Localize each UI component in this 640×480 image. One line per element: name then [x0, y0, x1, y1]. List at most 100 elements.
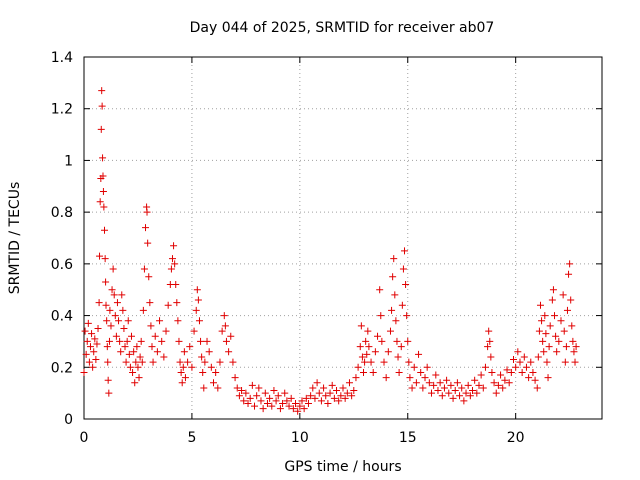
data-point [132, 358, 140, 366]
data-point [403, 312, 411, 320]
data-point [296, 402, 304, 410]
data-point [171, 260, 179, 268]
data-point [130, 348, 138, 356]
data-point [95, 299, 103, 307]
data-point [339, 384, 347, 392]
data-point [89, 363, 97, 371]
data-point [364, 327, 372, 335]
data-point [205, 348, 213, 356]
data-point [218, 327, 226, 335]
data-point [460, 397, 468, 405]
data-point [285, 402, 293, 410]
data-point [298, 397, 306, 405]
data-point [529, 368, 537, 376]
data-point [172, 281, 180, 289]
data-point [410, 363, 418, 371]
data-point [119, 306, 127, 314]
data-point [522, 363, 530, 371]
data-point [434, 387, 442, 395]
data-point [101, 255, 109, 263]
data-point [320, 384, 328, 392]
data-point [540, 348, 548, 356]
data-point [103, 317, 111, 325]
data-point [302, 394, 310, 402]
data-point [279, 399, 287, 407]
data-point [143, 208, 151, 216]
data-point [501, 376, 509, 384]
data-point [412, 379, 420, 387]
data-point [390, 255, 398, 263]
data-point [415, 350, 423, 358]
data-point [367, 358, 375, 366]
data-point [292, 399, 300, 407]
data-point [123, 337, 131, 345]
data-point [156, 317, 164, 325]
data-point [99, 187, 107, 195]
data-point [563, 306, 571, 314]
data-point [382, 374, 390, 382]
data-point [212, 368, 220, 376]
data-point [162, 327, 170, 335]
data-point [357, 322, 365, 330]
data-point [120, 325, 128, 332]
data-point [103, 343, 111, 351]
data-point [525, 374, 533, 382]
data-point [391, 291, 399, 299]
data-point [270, 387, 278, 395]
data-point [184, 358, 192, 366]
data-point [398, 301, 406, 309]
data-point [544, 374, 552, 382]
data-point [105, 389, 113, 397]
data-point [371, 348, 379, 356]
data-point [227, 332, 235, 340]
data-point [309, 384, 317, 392]
data-point [222, 337, 230, 345]
data-point [512, 363, 520, 371]
data-point [129, 368, 137, 376]
data-point [90, 348, 98, 356]
data-point [475, 381, 483, 389]
data-point [88, 330, 96, 338]
data-point [131, 379, 139, 387]
data-point [111, 312, 119, 320]
grid [84, 57, 602, 419]
data-point [238, 387, 246, 395]
y-tick-label: 1 [64, 153, 73, 169]
data-point [440, 384, 448, 392]
data-point [216, 358, 224, 366]
data-point [419, 384, 427, 392]
data-point [272, 397, 280, 405]
data-point [221, 322, 229, 330]
x-axis-label: GPS time / hours [284, 459, 401, 475]
data-point [369, 368, 377, 376]
data-point [397, 343, 405, 351]
data-point [85, 358, 93, 366]
data-point [313, 379, 321, 387]
data-point [432, 371, 440, 379]
data-point [392, 317, 400, 325]
data-point [203, 337, 211, 345]
data-point [417, 368, 425, 376]
data-point [464, 381, 472, 389]
y-tick-label: 1.2 [51, 102, 73, 118]
data-point [488, 368, 496, 376]
data-point [386, 327, 394, 335]
y-tick-label: 0.2 [51, 360, 73, 376]
y-tick-label: 0.8 [51, 205, 73, 221]
data-point [533, 384, 541, 392]
data-point [294, 407, 302, 415]
data-point [80, 368, 88, 376]
data-point [160, 353, 168, 361]
data-point [560, 327, 568, 335]
data-point [549, 286, 557, 294]
data-point [133, 343, 141, 351]
data-point [377, 312, 385, 320]
data-point [492, 389, 500, 397]
data-point [180, 348, 188, 356]
data-point [378, 337, 386, 345]
data-point [510, 356, 518, 364]
data-point [261, 389, 269, 397]
data-point [565, 270, 573, 278]
data-point [473, 389, 481, 397]
